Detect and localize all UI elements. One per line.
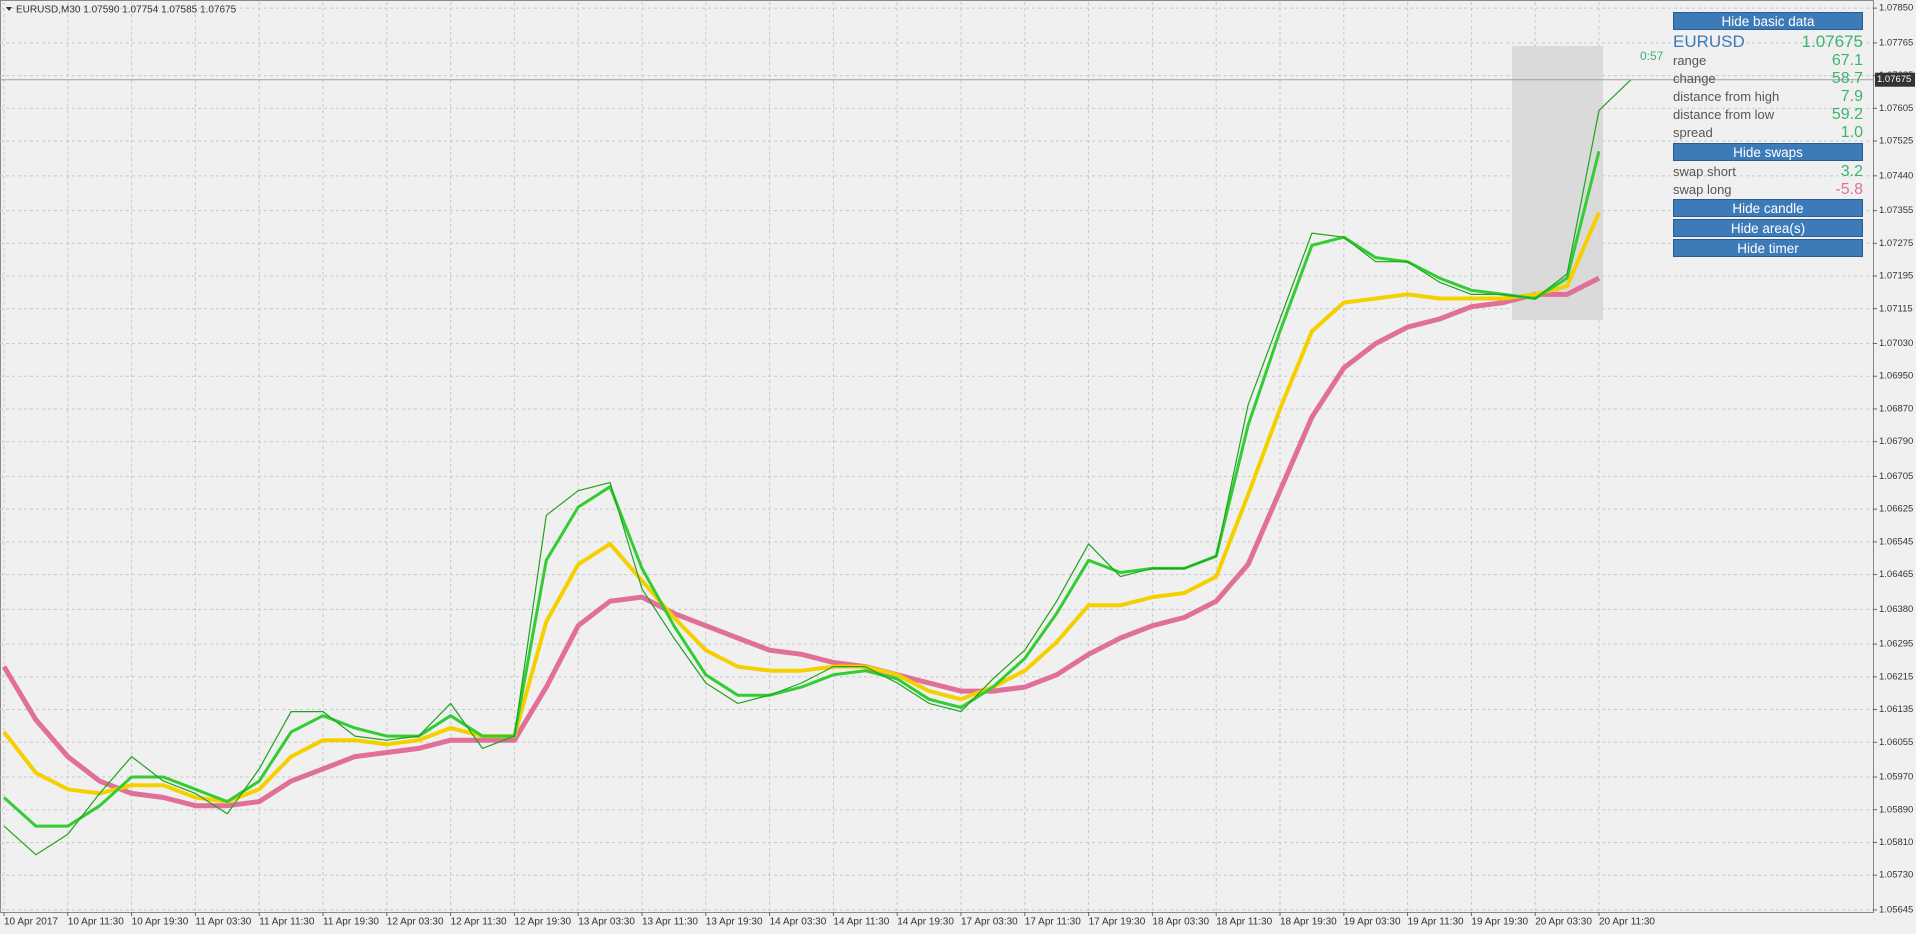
x-tick-label: 11 Apr 19:30 <box>323 917 379 928</box>
symbol-row: EURUSD 1.07675 <box>1673 32 1863 52</box>
stat-label: change <box>1673 71 1716 86</box>
button[interactable]: Hide candle <box>1673 199 1863 217</box>
current-price-box <box>1875 72 1915 87</box>
y-tick-label: 1.07605 <box>1879 103 1913 114</box>
y-tick-label: 1.07440 <box>1879 170 1913 181</box>
x-tick-label: 14 Apr 11:30 <box>833 917 889 928</box>
symbol: EURUSD <box>1673 32 1745 51</box>
y-tick-label: 1.05810 <box>1879 837 1913 848</box>
timer: 0:57 <box>1640 49 1664 63</box>
y-tick-label: 1.06215 <box>1879 671 1913 682</box>
swap-value: -5.8 <box>1835 181 1863 198</box>
x-tick-label: 12 Apr 19:30 <box>514 917 571 928</box>
x-tick-label: 13 Apr 19:30 <box>706 917 763 928</box>
button[interactable]: Hide basic data <box>1673 12 1863 30</box>
x-tick-label: 12 Apr 03:30 <box>387 917 444 928</box>
stat-row: distance from low 59.2 <box>1673 106 1863 124</box>
x-tick-label: 10 Apr 2017 <box>4 917 58 928</box>
swap-value: 3.2 <box>1840 163 1863 180</box>
x-tick-label: 18 Apr 11:30 <box>1216 917 1272 928</box>
stat-label: spread <box>1673 125 1713 140</box>
y-tick-label: 1.06545 <box>1879 536 1913 547</box>
x-tick-label: 18 Apr 19:30 <box>1280 917 1337 928</box>
y-tick-label: 1.07525 <box>1879 136 1913 147</box>
y-tick-label: 1.07115 <box>1879 303 1913 314</box>
stat-label: range <box>1673 53 1707 68</box>
current-price-label: 1.07675 <box>1877 74 1911 85</box>
button[interactable]: Hide swaps <box>1673 143 1863 161</box>
plot-frame <box>0 0 1874 913</box>
x-tick-label: 17 Apr 11:30 <box>1025 917 1081 928</box>
series-line <box>2 150 1601 828</box>
stat-label: distance from high <box>1673 89 1780 104</box>
x-tick-label: 14 Apr 19:30 <box>897 917 954 928</box>
stat-row: range 67.1 <box>1673 52 1863 70</box>
series-line <box>2 211 1601 804</box>
y-tick-label: 1.05890 <box>1879 804 1913 815</box>
y-tick-label: 1.07850 <box>1879 3 1913 14</box>
x-tick-label: 20 Apr 11:30 <box>1599 917 1655 928</box>
button[interactable]: Hide area(s) <box>1673 219 1863 237</box>
y-tick-label: 1.06870 <box>1879 403 1913 414</box>
stat-value: 59.2 <box>1831 106 1863 123</box>
y-tick-label: 1.06055 <box>1879 737 1913 748</box>
x-tick-label: 17 Apr 19:30 <box>1089 917 1146 928</box>
y-tick-label: 1.05645 <box>1879 904 1913 915</box>
series-line <box>1 275 1601 809</box>
x-tick-label: 19 Apr 11:30 <box>1408 917 1464 928</box>
x-tick-label: 20 Apr 03:30 <box>1535 917 1592 928</box>
x-tick-label: 19 Apr 03:30 <box>1344 917 1401 928</box>
stat-row: spread 1.0 <box>1673 124 1863 142</box>
swap-label: swap short <box>1673 164 1736 179</box>
stat-label: distance from low <box>1673 107 1775 122</box>
y-tick-label: 1.07195 <box>1879 271 1913 282</box>
chart-header: EURUSD,M30 1.07590 1.07754 1.07585 1.076… <box>16 5 237 16</box>
y-tick-label: 1.06705 <box>1879 471 1913 482</box>
x-tick-label: 13 Apr 03:30 <box>578 917 635 928</box>
x-tick-label: 10 Apr 11:30 <box>68 917 124 928</box>
menu-arrow <box>6 7 12 11</box>
series-line <box>3 79 1632 856</box>
stat-row: change 58.7 <box>1673 70 1863 88</box>
y-tick-label: 1.05970 <box>1879 772 1913 783</box>
y-tick-label: 1.06465 <box>1879 569 1913 580</box>
y-tick-label: 1.05730 <box>1879 870 1913 881</box>
y-tick-label: 1.07765 <box>1879 37 1913 48</box>
button[interactable]: Hide timer <box>1673 239 1863 257</box>
x-tick-label: 18 Apr 03:30 <box>1152 917 1209 928</box>
stat-value: 67.1 <box>1831 52 1863 69</box>
swaps: swap short 3.2 swap long -5.8 <box>1673 163 1863 199</box>
stat-value: 1.0 <box>1840 124 1863 141</box>
x-tick-label: 19 Apr 19:30 <box>1471 917 1528 928</box>
info-panel: Hide basic data EURUSD 1.07675 range 67.1 c… <box>1673 12 1863 259</box>
x-tick-label: 13 Apr 11:30 <box>642 917 698 928</box>
y-tick-label: 1.06790 <box>1879 436 1913 447</box>
rows: range 67.1 change 58.7 distance from high 7.9… <box>1673 52 1863 142</box>
swap-label: swap long <box>1673 182 1732 197</box>
y-tick-label: 1.07030 <box>1879 338 1913 349</box>
y-tick-label: 1.06625 <box>1879 504 1913 515</box>
swap-row: swap short 3.2 <box>1673 163 1863 181</box>
y-tick-label: 1.07275 <box>1879 238 1913 249</box>
y-tick-label: 1.06295 <box>1879 639 1913 650</box>
series <box>1 79 1632 856</box>
y-tick-label: 1.06380 <box>1879 604 1913 615</box>
swap-row: swap long -5.8 <box>1673 181 1863 199</box>
stat-value: 58.7 <box>1831 70 1863 87</box>
stat-row: distance from high 7.9 <box>1673 88 1863 106</box>
stat-value: 7.9 <box>1840 88 1863 105</box>
range-area <box>1512 46 1603 320</box>
x-tick-label: 12 Apr 11:30 <box>451 917 507 928</box>
y-tick-label: 1.07355 <box>1879 205 1913 216</box>
y-tick-label: 1.06135 <box>1879 704 1913 715</box>
x-tick-label: 14 Apr 03:30 <box>770 917 827 928</box>
y-tick-label: 1.06950 <box>1879 371 1913 382</box>
x-tick-label: 11 Apr 03:30 <box>195 917 251 928</box>
x-tick-label: 17 Apr 03:30 <box>961 917 1018 928</box>
price: 1.07675 <box>1801 32 1863 51</box>
x-tick-label: 10 Apr 19:30 <box>132 917 189 928</box>
buttons: Hide candle Hide area(s) Hide timer <box>1673 199 1863 257</box>
x-tick-label: 11 Apr 11:30 <box>259 917 315 928</box>
